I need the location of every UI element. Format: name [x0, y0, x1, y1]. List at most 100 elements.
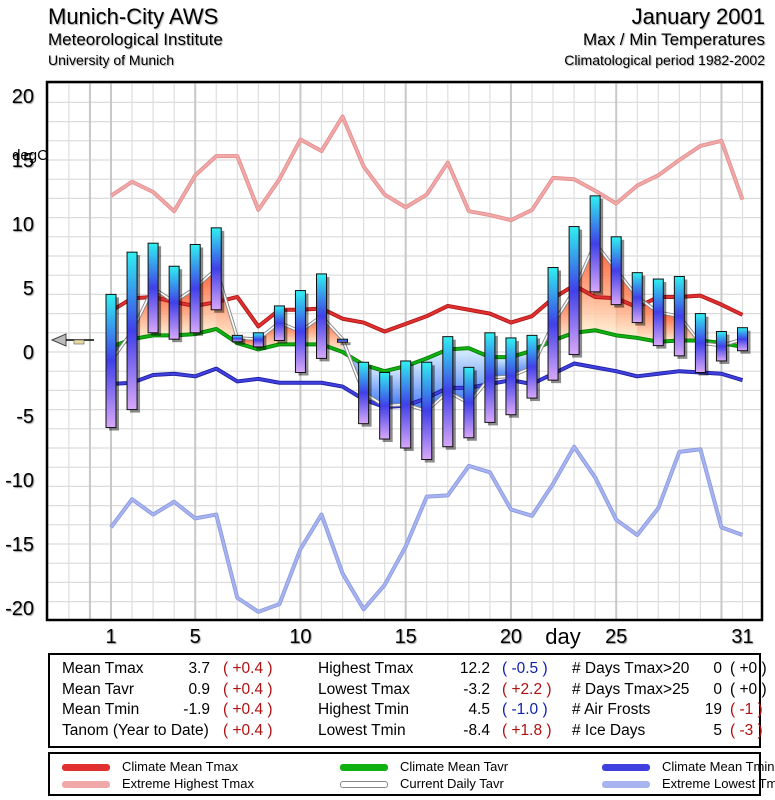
daily-range-bar: [126, 251, 138, 411]
stat-value: 5: [713, 721, 722, 739]
institute-title: Meteorological Institute: [48, 30, 223, 49]
stat-row: # Ice Days 5 ( -3 ): [50, 721, 763, 741]
stat-anomaly: ( -1.0 ): [502, 701, 548, 718]
stat-value: 0.9: [188, 680, 210, 698]
daily-range-bar: [379, 371, 391, 440]
stat-value: 3.7: [188, 660, 210, 677]
x-tick-label: 20: [500, 626, 522, 648]
station-title: Munich-City AWS: [48, 4, 219, 29]
stat-anomaly: ( +0.4 ): [223, 660, 273, 677]
chart-subtitle: Max / Min Temperatures: [582, 30, 765, 49]
stat-row: Highest Tmax 12.2 ( -0.5 ): [50, 659, 760, 679]
legend-swatch: [62, 764, 110, 771]
university-title: University of Munich: [48, 52, 175, 68]
stat-value: 0: [713, 660, 722, 677]
stat-label: # Days Tmax>25: [572, 680, 690, 698]
line-extreme-highest-tmax: [110, 115, 744, 222]
stat-anomaly: ( +0.4 ): [223, 721, 273, 739]
stat-value: 4.5: [468, 701, 490, 718]
stat-anomaly: ( +0.4 ): [223, 701, 273, 718]
y-tick-label: 10: [12, 214, 34, 236]
stat-label: # Air Frosts: [572, 701, 651, 718]
daily-range-bar: [168, 265, 180, 340]
stat-value: 19: [704, 701, 722, 718]
stat-anomaly: ( -1 ): [730, 701, 763, 718]
stat-label: # Days Tmax>20: [572, 660, 690, 677]
stat-label: Mean Tmax: [62, 660, 144, 677]
stat-label: Highest Tmax: [318, 660, 414, 677]
y-tick-label: -10: [5, 470, 34, 492]
stat-row: Lowest Tmin -8.4 ( +1.8 ): [50, 721, 760, 741]
x-tick-label: 31: [731, 626, 753, 648]
legend-swatch: [602, 781, 650, 788]
daily-range-bar: [442, 336, 454, 448]
line-climate-mean-tavr: [110, 327, 743, 373]
legend-swatch: [340, 781, 388, 788]
legend-label: Extreme Lowest Tmin: [662, 776, 775, 791]
y-tick-label: -5: [16, 406, 34, 428]
legend-label: Current Daily Tavr: [400, 776, 504, 791]
marker-arrow-icon: [50, 333, 67, 347]
bar-shadow: [340, 342, 351, 346]
legend: Climate Mean Tmax Climate Mean Tavr Climat…: [48, 752, 775, 796]
stat-value: -8.4: [463, 721, 490, 739]
daily-range-bar: [400, 360, 412, 449]
stat-row: Highest Tmin 4.5 ( -1.0 ): [50, 700, 760, 720]
daily-range-bar: [715, 331, 727, 362]
stat-label: Lowest Tmin: [318, 721, 406, 739]
daily-range-bar: [484, 332, 496, 423]
daily-range-bar: [252, 332, 264, 348]
legend-label: Climate Mean Tmax: [122, 759, 239, 774]
stat-label: Lowest Tmax: [318, 680, 410, 698]
grid: [47, 82, 762, 620]
line-extreme-lowest-tmin: [110, 445, 743, 613]
stats-panel: Mean Tmax 3.7 ( +0.4 ) Mean Tavr 0.9 ( +0.4 )…: [48, 653, 767, 748]
daily-range-bar: [189, 243, 201, 334]
daily-range-bar: [147, 242, 159, 334]
stat-row: Mean Tavr 0.9 ( +0.4 ): [50, 680, 760, 700]
stat-label: Mean Tavr: [62, 680, 135, 698]
daily-range-bar: [673, 275, 685, 357]
x-tick-label: 10: [289, 626, 311, 648]
daily-range-bar: [358, 361, 370, 425]
y-tick-label: 20: [12, 86, 34, 108]
stat-value: -1.9: [183, 701, 210, 718]
y-tick-label: 5: [23, 278, 34, 300]
stat-row: Mean Tmax 3.7 ( +0.4 ): [50, 659, 760, 679]
y-tick-label: -20: [5, 598, 34, 620]
stat-row: # Days Tmax>20 0 ( +0 ): [50, 659, 767, 679]
stat-anomaly: ( +0 ): [730, 680, 767, 698]
y-tick-label: -15: [5, 534, 34, 556]
stat-row: Lowest Tmax -3.2 ( +2.2 ): [50, 680, 760, 700]
x-tick-label: 15: [395, 626, 417, 648]
daily-range-bar: [463, 366, 475, 439]
stat-anomaly: ( +1.8 ): [502, 721, 552, 739]
daily-range-bar: [547, 267, 559, 381]
stat-label: Tanom (Year to Date): [62, 721, 209, 739]
y-tick-label: 15: [12, 150, 34, 172]
daily-range-bar: [294, 290, 306, 373]
stat-row: # Days Tmax>25 0 ( +0 ): [50, 680, 767, 700]
stat-label: Mean Tmin: [62, 701, 140, 718]
legend-swatch: [62, 781, 110, 788]
daily-range-bar: [231, 334, 243, 343]
plot-frame: [45, 80, 764, 622]
y-tick-label: 0: [23, 342, 34, 364]
daily-range-bar: [526, 334, 538, 399]
legend-label: Climate Mean Tmin: [662, 759, 775, 774]
daily-range-bar: [337, 338, 349, 343]
period-title: Climatological period 1982-2002: [564, 52, 765, 68]
daily-range-bar: [652, 278, 664, 347]
year-to-date-marker: [50, 333, 94, 347]
stat-value: -3.2: [463, 680, 490, 698]
x-axis-label: day: [545, 624, 580, 649]
daily-range-bar: [273, 305, 285, 341]
daily-range-bar: [105, 293, 117, 429]
daily-range-bar: [631, 272, 643, 324]
stat-anomaly: ( +2.2 ): [502, 680, 552, 698]
x-tick-label: 25: [605, 626, 627, 648]
x-tick-label: 1: [105, 626, 116, 648]
stat-anomaly: ( -0.5 ): [502, 660, 548, 677]
stat-value: 12.2: [459, 660, 490, 677]
